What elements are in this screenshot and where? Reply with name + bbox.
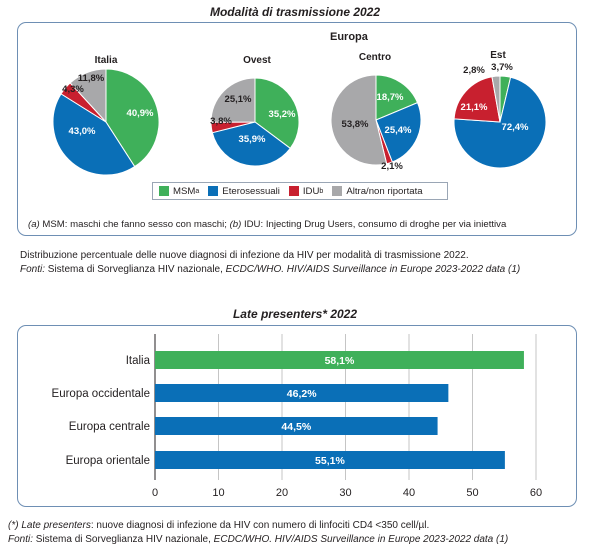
bar-italia xyxy=(155,351,524,369)
pie-label-ovest: Ovest xyxy=(243,55,271,66)
pie-value-label-italia-idu: 4,3% xyxy=(62,84,84,95)
pie-slice-ovest-eterosessuali xyxy=(211,121,291,167)
legend-item-msm: MSM a xyxy=(159,186,199,197)
legend-label-idu: IDU xyxy=(302,185,320,197)
y-category-label: Italia xyxy=(126,355,151,367)
pie-caption-fonti: Fonti: xyxy=(20,263,46,275)
x-tick-label: 30 xyxy=(339,487,351,499)
legend-item-eterosessuali: Eterosessuali xyxy=(208,186,280,197)
y-category-label: Europa orientale xyxy=(66,455,150,467)
pie-slice-italia-altra xyxy=(69,68,107,124)
pie-section-title: Modalità di trasmissione 2022 xyxy=(209,5,381,19)
pie-label-centro: Centro xyxy=(358,52,392,63)
pie-value-label-ovest-altra: 25,1% xyxy=(225,94,252,105)
pie-value-label-centro-idu: 2,1% xyxy=(381,161,403,172)
pie-footnote: (a) MSM: maschi che fanno sesso con masc… xyxy=(28,219,506,230)
footnote-marker-b: (b) xyxy=(229,219,242,230)
pie-label-est: Est xyxy=(490,50,506,61)
x-tick-label: 50 xyxy=(466,487,478,499)
pie-slice-centro-eterosessuali xyxy=(375,101,422,163)
x-tick-label: 60 xyxy=(530,487,542,499)
pie-value-label-centro-eterosessuali: 25,4% xyxy=(385,125,412,136)
bar-chart: 0 10 20 30 40 50 60 Italia 58,1% Europa occidenta… xyxy=(52,334,542,499)
pie-value-label-centro-msm: 18,7% xyxy=(377,92,404,103)
pie-value-label-centro-altra: 53,8% xyxy=(342,119,369,130)
pie-value-label-ovest-eterosessuali: 35,9% xyxy=(239,134,266,145)
pie-slice-est-eterosessuali xyxy=(453,76,547,169)
pie-slice-ovest-msm xyxy=(254,77,300,150)
legend-sup-msm: a xyxy=(195,187,200,195)
x-tick-label: 40 xyxy=(403,487,415,499)
legend-sup-idu: b xyxy=(319,187,324,195)
pie-charts: 40,9% 43,0% 4,3%11,8% 35,2% 35,9% 3,8% 25,1% 18… xyxy=(52,62,547,176)
legend-item-idu: IDU b xyxy=(288,185,324,197)
bar-value-label: 58,1% xyxy=(325,355,355,367)
legend-swatch-idu xyxy=(288,186,299,196)
bar-value-label: 46,2% xyxy=(287,388,317,400)
legend-swatch-msm xyxy=(159,186,169,196)
pie-slice-centro-altra xyxy=(330,74,388,166)
x-tick-label: 0 xyxy=(152,487,158,499)
legend-swatch-altra xyxy=(332,186,343,196)
pie-value-label-italia-altra: 11,8% xyxy=(78,73,105,84)
legend-item-altra: Altra/non riportata xyxy=(332,185,423,197)
pie-label-italia: Italia xyxy=(94,55,118,66)
pie-value-label-italia-msm: 40,9% xyxy=(127,108,154,119)
pie-slice-centro-msm xyxy=(375,74,419,121)
y-category-label: Europa occidentale xyxy=(52,388,150,400)
bar-caption-line1: (*) Late presenters: nuove diagnosi di i… xyxy=(8,519,588,533)
bar-caption-source-a: Sistema di Sorveglianza HIV nazionale, xyxy=(33,533,214,545)
bar-section-title: Late presenters* 2022 xyxy=(232,307,358,321)
bar-caption-source-b: ECDC/WHO. HIV/AIDS Surveillance in Europ… xyxy=(213,533,509,545)
footnote-marker-a: (a) xyxy=(28,219,40,230)
pie-caption-line1: Distribuzione percentuale delle nuove di… xyxy=(20,250,469,261)
pie-slice-ovest-altra xyxy=(210,77,256,123)
legend-label-eterosessuali: Eterosessuali xyxy=(222,185,280,197)
bar-caption-line2: Fonti: Sistema di Sorveglianza HIV nazio… xyxy=(8,533,588,547)
bar-value-label: 44,5% xyxy=(281,421,311,433)
pie-value-label-est-idu: 21,1% xyxy=(461,102,488,113)
bar-europa-occidentale xyxy=(155,384,449,402)
pie-caption-source-b: ECDC/WHO. HIV/AIDS Surveillance in Europ… xyxy=(225,263,521,275)
legend-swatch-eterosessuali xyxy=(208,186,219,196)
legend-label-altra: Altra/non riportata xyxy=(346,185,423,197)
pie-value-label-ovest-idu: 3,8% xyxy=(210,116,232,127)
bar-caption: (*) Late presenters: nuove diagnosi di i… xyxy=(8,519,588,546)
pie-slice-est-idu xyxy=(453,76,501,123)
pie-value-label-ovest-msm: 35,2% xyxy=(269,109,296,120)
y-category-label: Europa centrale xyxy=(69,421,150,433)
footnote-text-a: MSM: maschi che fanno sesso con maschi; xyxy=(39,219,230,230)
pie-legend: MSM a Eterosessuali IDU b Altra/non riport… xyxy=(152,182,448,200)
europa-label: Europa xyxy=(330,31,368,43)
x-tick-label: 10 xyxy=(212,487,224,499)
pie-value-label-italia-eterosessuali: 43,0% xyxy=(69,126,96,137)
pie-caption-line2: Fonti: Sistema di Sorveglianza HIV nazio… xyxy=(20,263,580,277)
bar-value-label: 55,1% xyxy=(315,455,345,467)
pie-caption-source-a: Sistema di Sorveglianza HIV nazionale, xyxy=(45,263,226,275)
legend-label-msm: MSM xyxy=(173,185,196,197)
bar-caption-definition: : nuove diagnosi di infezione da HIV con… xyxy=(90,520,430,531)
pie-slice-italia-eterosessuali xyxy=(52,93,136,176)
bar-caption-late-presenters: (*) Late presenters xyxy=(8,520,91,531)
footnote-text-b: IDU: Injecting Drug Users, consumo di dr… xyxy=(241,219,507,230)
x-tick-label: 20 xyxy=(276,487,288,499)
pie-value-label-est-eterosessuali: 72,4% xyxy=(502,122,529,133)
bar-europa-orientale xyxy=(155,451,505,469)
bar-europa-centrale xyxy=(155,417,438,435)
pie-caption: Distribuzione percentuale delle nuove di… xyxy=(20,249,580,276)
pie-value-label-est-msm: 3,7% xyxy=(491,62,513,73)
bar-caption-fonti: Fonti: xyxy=(8,533,34,545)
pie-slice-est-altra xyxy=(491,75,501,123)
pie-value-label-est-altra: 2,8% xyxy=(463,65,485,76)
